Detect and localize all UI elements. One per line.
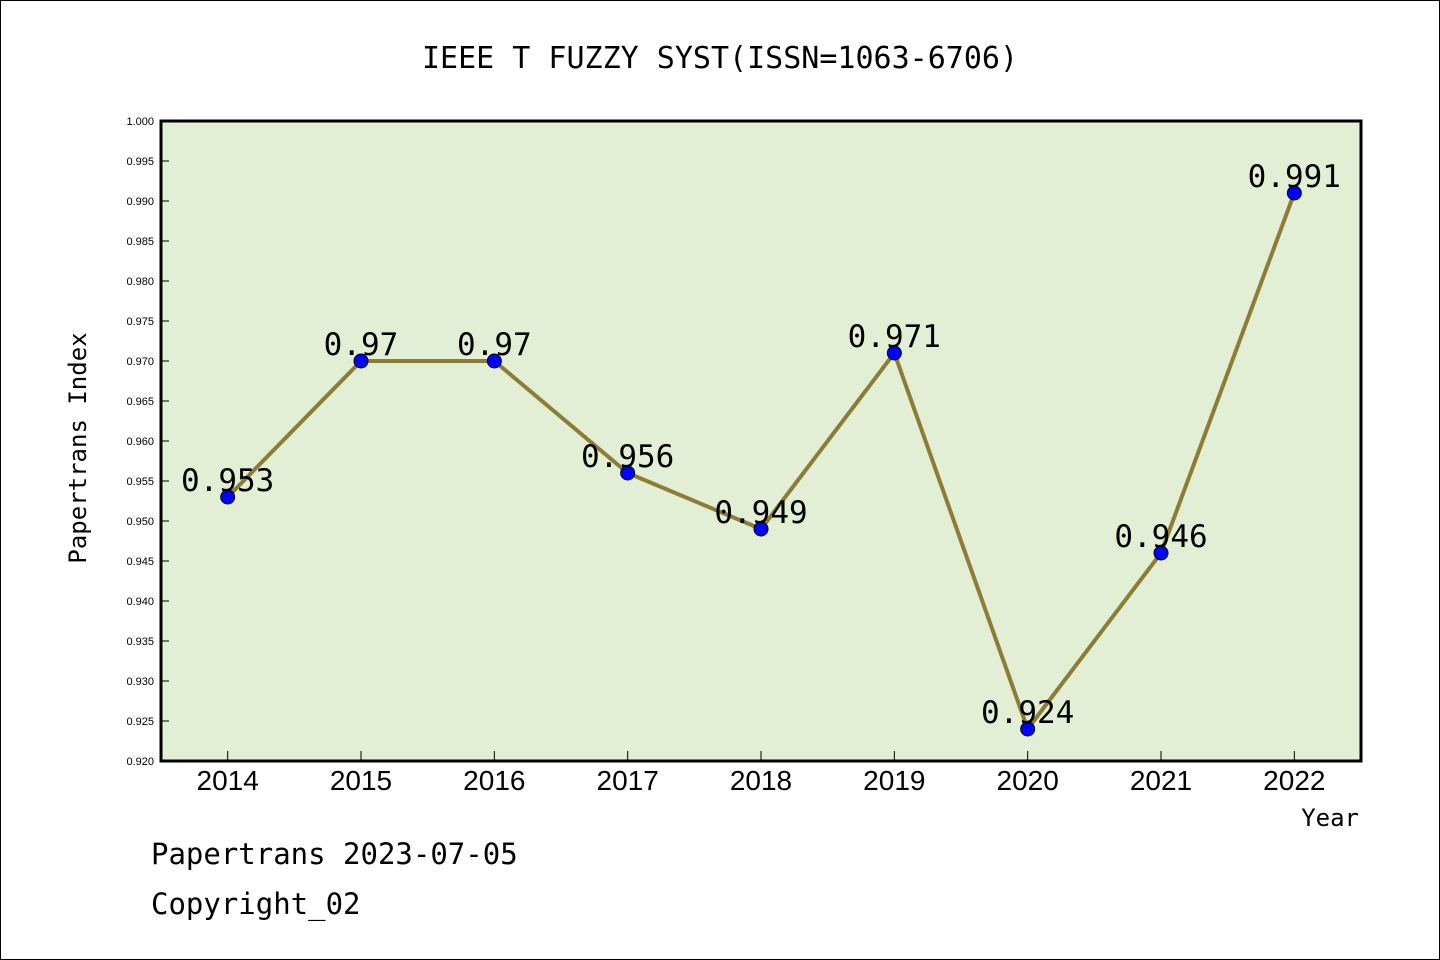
data-label: 0.97 <box>324 327 399 363</box>
data-point <box>753 521 769 537</box>
y-tick-label: 0.940 <box>126 596 154 608</box>
y-tick-label: 1.000 <box>126 116 154 128</box>
data-label-group: 0.953 0.97 0.97 0.956 0.949 0.971 0.924 0.946 0.… <box>181 159 1341 731</box>
y-axis-title: Papertrans Index <box>64 332 92 563</box>
y-tick-label: 0.970 <box>126 356 154 368</box>
data-label: 0.97 <box>457 327 532 363</box>
y-tick-label: 0.950 <box>126 516 154 528</box>
y-tick-label: 0.975 <box>126 316 154 328</box>
x-tick-label: 2020 <box>997 765 1059 796</box>
data-label: 0.946 <box>1114 519 1207 555</box>
x-tick-label: 2017 <box>597 765 659 796</box>
data-point <box>1020 721 1036 737</box>
data-label: 0.949 <box>714 495 807 531</box>
data-point <box>486 353 502 369</box>
x-tick-label: 2022 <box>1263 765 1325 796</box>
y-tick-label: 0.930 <box>126 676 154 688</box>
x-tick-label: 2021 <box>1130 765 1192 796</box>
data-label: 0.953 <box>181 463 274 499</box>
chart-title: IEEE T FUZZY SYST(ISSN=1063-6706) <box>422 41 1018 76</box>
y-tick-label: 0.935 <box>126 636 154 648</box>
series-line-group <box>220 185 1302 737</box>
footer-copyright-text: Copyright_02 <box>151 887 361 922</box>
x-tick-label: 2019 <box>863 765 925 796</box>
y-tick-label: 0.920 <box>126 756 154 768</box>
data-point <box>1286 185 1302 201</box>
x-tick-label: 2015 <box>330 765 392 796</box>
y-tick-label: 0.925 <box>126 716 154 728</box>
footer-date-text: Papertrans 2023-07-05 <box>151 837 518 871</box>
x-axis-title: Year <box>1301 804 1359 832</box>
y-tick-label: 0.990 <box>126 196 154 208</box>
y-tick-label: 0.945 <box>126 556 154 568</box>
x-axis: 2014 2015 2016 2017 2018 2019 2020 2021 2022 <box>197 751 1325 796</box>
plot-area <box>159 119 1363 763</box>
y-axis: 0.920 0.925 0.930 0.935 0.940 0.945 0.950 0.955… <box>126 116 169 768</box>
data-label: 0.924 <box>981 695 1074 731</box>
x-tick-label: 2018 <box>730 765 792 796</box>
y-tick-label: 0.955 <box>126 476 154 488</box>
y-tick-label: 0.960 <box>126 436 154 448</box>
data-point <box>1153 545 1169 561</box>
y-tick-label: 0.965 <box>126 396 154 408</box>
data-point <box>353 353 369 369</box>
data-label: 0.971 <box>848 319 941 355</box>
data-label: 0.991 <box>1248 159 1341 195</box>
y-tick-label: 0.995 <box>126 156 154 168</box>
data-label: 0.956 <box>581 439 674 475</box>
data-point <box>620 465 636 481</box>
y-tick-label: 0.980 <box>126 276 154 288</box>
x-tick-label: 2016 <box>463 765 525 796</box>
data-point <box>886 345 902 361</box>
x-tick-label: 2014 <box>197 765 259 796</box>
y-tick-label: 0.985 <box>126 236 154 248</box>
data-point <box>220 489 236 505</box>
